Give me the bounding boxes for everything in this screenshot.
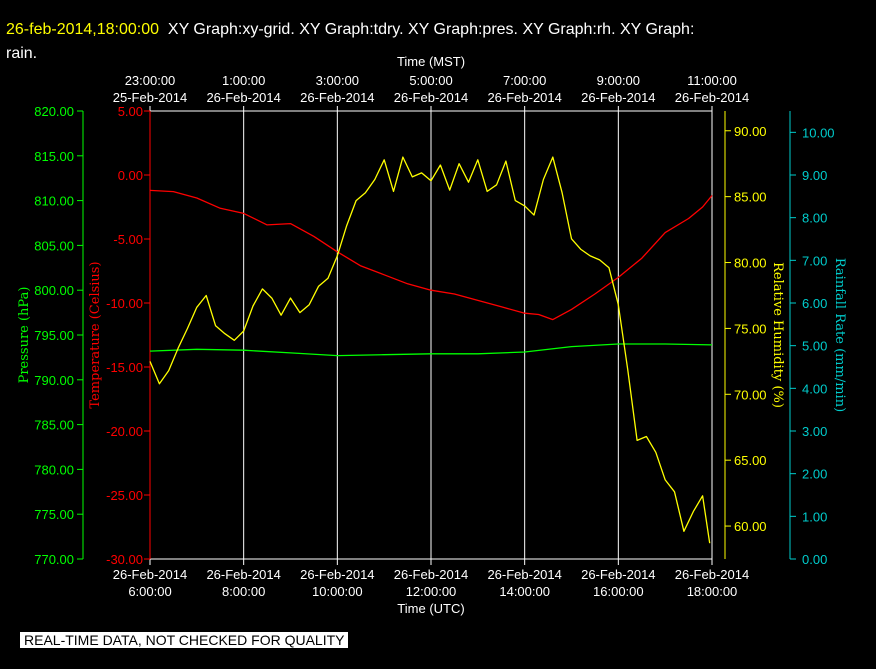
pressure-tick-label: 805.00 — [34, 238, 74, 253]
x-bottom-tick-time: 14:00:00 — [499, 584, 550, 599]
temperature-tick-label: -20.00 — [106, 424, 143, 439]
x-bottom-tick-time: 12:00:00 — [406, 584, 457, 599]
x-bottom-tick-date: 26-Feb-2014 — [581, 567, 655, 582]
x-top-tick-date: 26-Feb-2014 — [675, 90, 749, 105]
rainfall-tick-label: 10.00 — [802, 125, 835, 140]
x-bottom-tick-time: 8:00:00 — [222, 584, 265, 599]
rainfall-tick-label: 1.00 — [802, 509, 827, 524]
pressure-tick-label: 815.00 — [34, 149, 74, 164]
series-line-pres — [149, 343, 713, 357]
x-bottom-tick-date: 26-Feb-2014 — [206, 567, 280, 582]
rainfall-tick-label: 4.00 — [802, 381, 827, 396]
rainfall-tick-label: 7.00 — [802, 253, 827, 268]
rainfall-tick-label: 3.00 — [802, 424, 827, 439]
pressure-tick-label: 790.00 — [34, 373, 74, 388]
pressure-tick-label: 820.00 — [34, 104, 74, 119]
humidity-tick-label: 80.00 — [734, 256, 767, 271]
x-top-tick-date: 25-Feb-2014 — [113, 90, 187, 105]
rainfall-tick-label: 9.00 — [802, 168, 827, 183]
x-top-tick-time: 5:00:00 — [409, 73, 452, 88]
pressure-tick-label: 775.00 — [34, 507, 74, 522]
humidity-axis-title: Relative Humidity (%) — [770, 262, 785, 408]
temperature-tick-label: -10.00 — [106, 296, 143, 311]
x-bottom-tick-time: 10:00:00 — [312, 584, 363, 599]
banner-graph-list: XY Graph:xy-grid. XY Graph:tdry. XY Grap… — [167, 21, 695, 38]
x-top-tick-time: 11:00:00 — [687, 73, 737, 88]
x-bottom-tick-time: 16:00:00 — [593, 584, 644, 599]
x-top-tick-time: 1:00:00 — [222, 73, 265, 88]
humidity-tick-label: 60.00 — [734, 519, 767, 534]
humidity-tick-label: 75.00 — [734, 321, 767, 336]
x-top-tick-date: 26-Feb-2014 — [206, 90, 280, 105]
humidity-tick-label: 90.00 — [734, 124, 767, 139]
rainfall-tick-label: 8.00 — [802, 211, 827, 226]
x-top-tick-date: 26-Feb-2014 — [487, 90, 561, 105]
x-top-tick-time: 3:00:00 — [316, 73, 359, 88]
series-line-tdry — [149, 189, 713, 321]
series-line-rh — [149, 156, 711, 544]
quality-disclaimer: REAL-TIME DATA, NOT CHECKED FOR QUALITY — [20, 632, 349, 648]
x-bottom-tick-date: 26-Feb-2014 — [113, 567, 187, 582]
temperature-tick-label: -25.00 — [106, 488, 143, 503]
temperature-tick-label: -5.00 — [113, 232, 143, 247]
x-top-tick-time: 7:00:00 — [503, 73, 546, 88]
pressure-tick-label: 800.00 — [34, 283, 74, 298]
rainfall-tick-label: 5.00 — [802, 339, 827, 354]
x-top-axis-title: Time (MST) — [397, 54, 465, 69]
x-bottom-tick-date: 26-Feb-2014 — [675, 567, 749, 582]
x-bottom-tick-date: 26-Feb-2014 — [300, 567, 374, 582]
rainfall-tick-label: 6.00 — [802, 296, 827, 311]
x-top-tick-date: 26-Feb-2014 — [300, 90, 374, 105]
pressure-tick-label: 810.00 — [34, 194, 74, 209]
x-bottom-tick-date: 26-Feb-2014 — [394, 567, 468, 582]
x-bottom-tick-time: 18:00:00 — [687, 584, 738, 599]
temperature-tick-label: -15.00 — [106, 360, 143, 375]
humidity-tick-label: 65.00 — [734, 453, 767, 468]
x-top-tick-time: 9:00:00 — [597, 73, 640, 88]
pressure-axis-title: Pressure (hPa) — [17, 287, 32, 384]
pressure-tick-label: 785.00 — [34, 418, 74, 433]
humidity-tick-label: 85.00 — [734, 190, 767, 205]
x-top-tick-date: 26-Feb-2014 — [581, 90, 655, 105]
x-top-tick-time: 23:00:00 — [125, 73, 176, 88]
pressure-tick-label: 770.00 — [34, 552, 74, 567]
x-bottom-axis-title: Time (UTC) — [397, 601, 464, 616]
pressure-tick-label: 795.00 — [34, 328, 74, 343]
banner-graph-list-cont: rain. — [6, 45, 38, 62]
temperature-tick-label: -30.00 — [106, 552, 143, 567]
humidity-tick-label: 70.00 — [734, 387, 767, 402]
rainfall-tick-label: 0.00 — [802, 552, 827, 567]
title-banner: 26-feb-2014,18:00:00 XY Graph:xy-grid. X… — [6, 18, 694, 66]
temperature-tick-label: 0.00 — [118, 168, 143, 183]
x-top-tick-date: 26-Feb-2014 — [394, 90, 468, 105]
rainfall-tick-label: 2.00 — [802, 467, 827, 482]
pressure-tick-label: 780.00 — [34, 462, 74, 477]
banner-datetime: 26-feb-2014,18:00:00 — [6, 21, 160, 38]
x-bottom-tick-date: 26-Feb-2014 — [487, 567, 561, 582]
temperature-axis-title: Temperature (Celsius) — [88, 261, 103, 408]
x-bottom-tick-time: 6:00:00 — [128, 584, 171, 599]
rainfall-axis-title: Rainfall Rate (mm/min) — [832, 258, 847, 412]
temperature-tick-label: 5.00 — [118, 104, 143, 119]
